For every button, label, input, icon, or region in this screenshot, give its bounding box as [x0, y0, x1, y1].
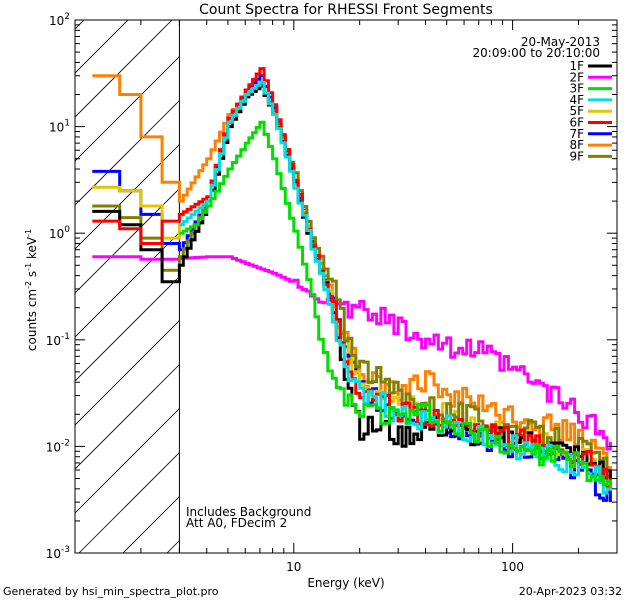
timestamp-footer: 20-Apr-2023 03:32: [519, 585, 622, 598]
y-tick-labels: 10-3 10-2 10-1 100 101 102: [46, 12, 71, 561]
series-8F-line: [92, 74, 612, 470]
legend-label-1F: 1F: [569, 59, 584, 73]
series-3F-line: [179, 120, 612, 489]
series-group: [92, 67, 612, 503]
y-tick-label-3: 100: [49, 225, 70, 241]
x-tick-label-0: 10: [286, 560, 301, 574]
y-tick-label-0: 10-3: [46, 545, 70, 561]
axis-ticks: [74, 19, 618, 554]
chart-title: Count Spectra for RHESSI Front Segments: [199, 2, 493, 18]
y-tick-label-1: 10-2: [46, 438, 70, 454]
note-background: Includes Background: [186, 505, 311, 519]
legend-label-5F: 5F: [569, 104, 584, 118]
date-label: 20-May-2013: [521, 35, 600, 49]
x-tick-label-1: 100: [501, 560, 524, 574]
legend-label-2F: 2F: [569, 70, 584, 84]
y-tick-label-2: 10-1: [46, 332, 70, 348]
y-axis-label: counts cm-2 s-1 keV-1: [24, 229, 39, 351]
hatched-region: [0, 0, 617, 553]
x-axis-label: Energy (keV): [307, 576, 384, 590]
note-attenuator: Att A0, FDecim 2: [186, 516, 287, 530]
legend-label-3F: 3F: [569, 82, 584, 96]
legend-label-6F: 6F: [569, 116, 584, 130]
hatch-line-5: [75, 20, 129, 74]
generated-by-footer: Generated by hsi_min_spectra_plot.pro: [3, 585, 219, 598]
hatch-line-1: [0, 0, 19, 553]
series-2F-line: [92, 255, 612, 451]
legend-label-8F: 8F: [569, 138, 584, 152]
legend-label-9F: 9F: [569, 149, 584, 163]
hatch-line-6: [75, 20, 173, 118]
x-tick-labels: 10 100: [286, 560, 524, 574]
legend-label-4F: 4F: [569, 93, 584, 107]
y-tick-label-5: 102: [49, 12, 70, 28]
legend-label-7F: 7F: [569, 127, 584, 141]
y-tick-label-4: 101: [49, 119, 70, 135]
plot-frame: [74, 19, 618, 554]
time-range-label: 20:09:00 to 20:10:00: [473, 46, 600, 60]
